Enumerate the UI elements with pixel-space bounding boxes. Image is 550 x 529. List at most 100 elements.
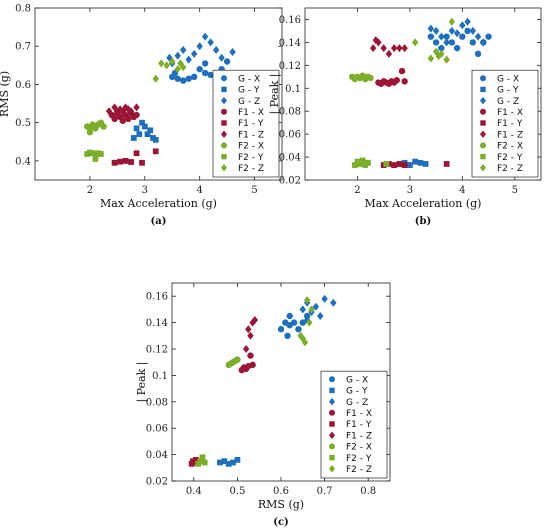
data-point-f1-z [401,44,408,53]
legend-marker [221,142,227,149]
x-tick-label: 4 [459,185,465,196]
data-point-f1-z [105,107,113,116]
data-point-g-z [317,312,324,320]
data-point-f1-z [385,49,393,58]
data-point-g-x [459,33,466,40]
data-point-f2-z [174,65,181,74]
legend-label: F1 - Z [238,130,264,140]
data-point-g-z [453,29,461,38]
data-point-f1-z [245,325,252,334]
data-point-g-x [180,77,187,84]
legend-label: F1 - X [346,409,372,419]
y-tick-label: 0.8 [15,4,31,15]
data-point-f1-x [401,78,408,85]
y-tick-label: 0.02 [279,176,301,187]
y-tick-label: 0.12 [279,61,301,72]
data-point-g-x [223,58,231,65]
legend-label: F2 - Z [346,465,372,475]
data-point-f1-z [247,331,254,340]
data-point-f1-y [117,158,123,165]
x-tick-label: 3 [407,185,413,196]
data-point-f2-z [448,17,456,26]
data-point-g-y [234,457,241,463]
plot-area-frame [34,7,283,181]
y-axis-label: RMS (g) [0,71,11,117]
legend-marker [480,108,486,115]
legend-marker [329,443,335,450]
data-point-f2-z [169,57,176,66]
data-point-f1-y [193,457,199,463]
data-point-g-z [448,26,456,35]
data-point-f2-z [303,296,311,305]
data-point-f1-z [111,103,118,112]
data-point-g-y [141,123,148,130]
data-point-g-x [448,39,456,46]
data-point-f1-y [139,159,145,166]
data-point-g-y [221,458,228,465]
legend-label: F2 - Y [497,153,523,163]
data-point-f1-y [391,162,398,168]
y-tick-label: 0.5 [15,118,31,129]
data-point-f2-y [199,454,206,461]
data-point-g-y [417,159,424,166]
legend-label: F1 - Z [497,130,523,140]
data-point-g-x [286,322,293,329]
legend-label: F2 - Z [497,164,523,174]
x-tick-label: 4 [196,185,202,196]
legend-label: F1 - X [238,108,264,118]
legend-label: F2 - X [346,443,372,453]
data-points [349,17,492,168]
data-point-f1-x [125,115,132,123]
y-tick-label: 0.02 [146,477,168,488]
data-point-f2-z [163,61,170,70]
data-point-f1-z [372,36,379,45]
x-tick-label: 0.8 [360,486,376,497]
data-point-g-z [469,26,477,35]
legend: G - XG - YG - ZF1 - XF1 - YF1 - ZF2 - XF… [320,370,388,479]
data-point-g-y [225,460,232,467]
data-point-f1-z [369,44,377,53]
data-point-f1-z [251,315,259,324]
x-tick-label: 0.7 [317,486,333,497]
x-axis-label: Max Acceleration (g) [100,197,217,210]
data-point-g-y [412,158,419,165]
legend-marker [480,75,486,82]
data-point-g-x [427,33,435,40]
data-point-f1-z [396,44,403,53]
data-point-f1-z [127,107,135,116]
legend: G - XG - YG - ZF1 - XF1 - YF1 - ZF2 - XF… [471,69,539,178]
legend-marker [329,421,335,427]
data-point-f2-y [197,458,204,465]
x-tick-label: 5 [251,185,257,196]
data-point-f2-y [357,161,363,167]
data-point-f1-y [443,161,450,167]
data-point-f2-y [351,162,358,168]
legend-marker [221,86,227,93]
data-point-f1-x [247,352,254,359]
legend-marker [221,164,227,172]
legend-marker [221,130,227,138]
data-point-g-x [453,44,461,52]
y-tick-label: 0.14 [279,38,301,49]
data-point-f1-x [119,117,127,124]
data-point-f2-z [443,55,450,64]
data-point-g-y [139,119,145,126]
legend-label: G - Y [497,86,519,96]
data-point-f1-x [133,111,140,119]
legend-marker [480,164,486,172]
data-point-g-z [474,32,482,41]
data-point-g-x [201,69,209,77]
data-point-g-z [443,38,450,47]
y-tick-label: 0.06 [279,130,301,141]
legend-label: F1 - Y [346,420,372,430]
data-point-g-x [185,75,192,82]
legend-marker [221,75,227,82]
legend-marker [221,96,227,105]
data-point-g-x [201,60,209,67]
data-point-g-z [190,49,198,58]
data-point-f1-z [390,44,398,53]
data-point-f2-z [158,59,165,68]
data-point-g-z [480,38,487,47]
data-point-g-y [152,136,159,143]
data-point-f2-z [411,38,419,47]
